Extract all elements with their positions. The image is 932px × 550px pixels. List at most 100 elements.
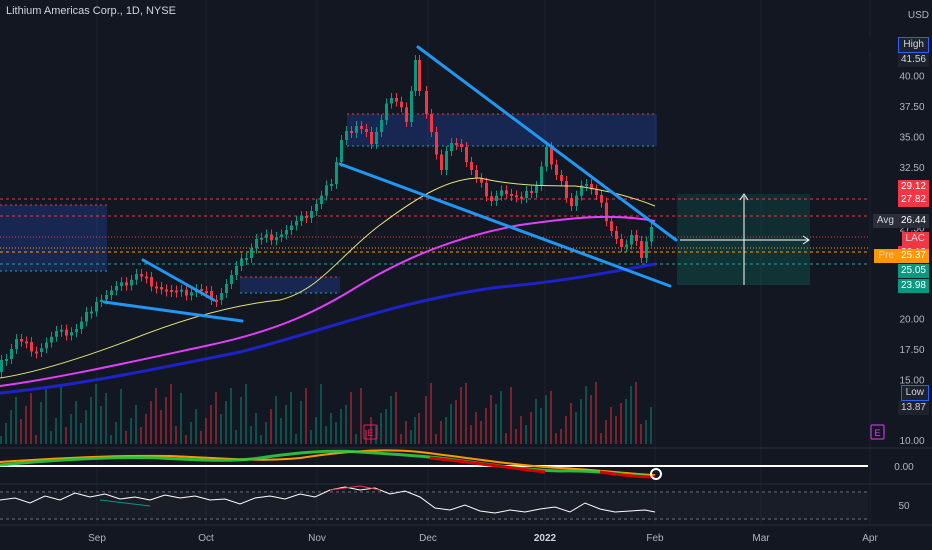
candle-body <box>25 341 28 344</box>
candle-body <box>645 241 648 258</box>
candle-body <box>535 186 538 193</box>
volume-bar <box>20 419 22 444</box>
candle-body <box>630 235 633 245</box>
candle-body <box>45 342 48 349</box>
candle-body <box>75 329 78 333</box>
candle-body <box>530 191 533 193</box>
volume-bar <box>345 405 347 444</box>
candle-body <box>190 292 193 296</box>
volume-bar <box>215 392 217 444</box>
candle-body <box>550 147 553 165</box>
candle-body <box>325 185 328 196</box>
candle-body <box>215 300 218 302</box>
volume-bar <box>470 425 472 444</box>
volume-bar <box>225 401 227 444</box>
target-arrows <box>680 193 810 285</box>
volume-bar <box>90 397 92 444</box>
volume-bar <box>35 435 37 444</box>
candle-body <box>90 311 93 314</box>
volume-bar <box>250 426 252 444</box>
volume-bar <box>240 397 242 444</box>
candle-body <box>120 282 123 286</box>
volume-bar <box>585 386 587 444</box>
volume-bar <box>555 433 557 444</box>
price-scale[interactable]: 45.0042.5040.0037.5035.0032.5030.0027.50… <box>899 11 924 447</box>
candle-body <box>515 195 518 198</box>
symbol-title[interactable]: Lithium Americas Corp., 1D, NYSE <box>6 5 176 17</box>
earnings-badges[interactable]: E E <box>363 424 885 440</box>
time-label: Mar <box>752 533 770 544</box>
candle-body <box>220 293 223 300</box>
price-tick-label: 10.00 <box>899 436 924 447</box>
volume-bar <box>360 388 362 444</box>
volume-bar <box>450 404 452 444</box>
candle-body <box>505 190 508 194</box>
volume-bar <box>130 418 132 444</box>
candle-body <box>455 143 458 145</box>
currency-label: USD <box>882 9 932 23</box>
candle-body <box>390 98 393 104</box>
candle-body <box>400 101 403 108</box>
candle-body <box>300 216 303 221</box>
candle-body <box>520 196 523 199</box>
price-marker-value: 25.37 <box>897 249 929 263</box>
volume-bar <box>50 431 52 444</box>
volume-bar <box>330 413 332 444</box>
volume-bar <box>365 430 367 444</box>
volume-bar <box>255 413 257 444</box>
candle-body <box>480 178 483 183</box>
candle-body <box>320 195 323 204</box>
candle-body <box>270 234 273 241</box>
candle-body <box>200 289 203 291</box>
price-tick-label: 17.50 <box>899 345 924 356</box>
volume-bar <box>570 403 572 444</box>
candle-body <box>10 349 13 359</box>
volume-bar <box>510 387 512 444</box>
candle-body <box>20 339 23 342</box>
volume-bar <box>620 403 622 444</box>
time-label: Nov <box>308 533 326 544</box>
time-label: Dec <box>419 533 437 544</box>
volume-bar <box>175 426 177 444</box>
volume-bar <box>550 391 552 444</box>
volume-bar <box>180 393 182 444</box>
volume-bar <box>390 396 392 444</box>
time-axis[interactable]: Sep Oct Nov Dec 2022 Feb Mar Apr <box>88 533 878 544</box>
candle-body <box>485 182 488 197</box>
volume-bar <box>315 417 317 444</box>
price-marker-value: 29.12 <box>897 180 929 194</box>
volume-bar <box>170 384 172 444</box>
earnings-icon[interactable] <box>363 424 378 440</box>
earnings-icon[interactable] <box>870 424 885 440</box>
volume-bar <box>70 414 72 444</box>
time-label: Sep <box>88 533 106 544</box>
volume-bar <box>425 396 427 444</box>
candle-body <box>265 234 268 238</box>
candle-body <box>500 190 503 196</box>
volume-bar <box>565 416 567 444</box>
candle-body <box>600 195 603 203</box>
candle-body <box>385 103 388 120</box>
candle-body <box>255 239 258 249</box>
volume-bar <box>45 389 47 444</box>
volume-bar <box>530 412 532 444</box>
candle-body <box>635 235 638 241</box>
volume-bar <box>0 436 2 444</box>
price-marker: 23.98 <box>868 279 932 293</box>
volume-bar <box>495 404 497 444</box>
volume-bar <box>205 418 207 444</box>
candle-body <box>335 162 338 184</box>
candle-body <box>95 302 98 312</box>
volume-bar <box>465 383 467 444</box>
volume-bar <box>210 405 212 444</box>
candle-body <box>130 279 133 286</box>
candle-body <box>425 91 428 114</box>
candle-body <box>40 348 43 352</box>
price-tick-label: 20.00 <box>899 315 924 326</box>
volume-bar <box>370 417 372 444</box>
volume-bar <box>600 433 602 444</box>
volume-bar <box>30 393 32 444</box>
candle-body <box>245 258 248 260</box>
volume-bar <box>155 388 157 444</box>
